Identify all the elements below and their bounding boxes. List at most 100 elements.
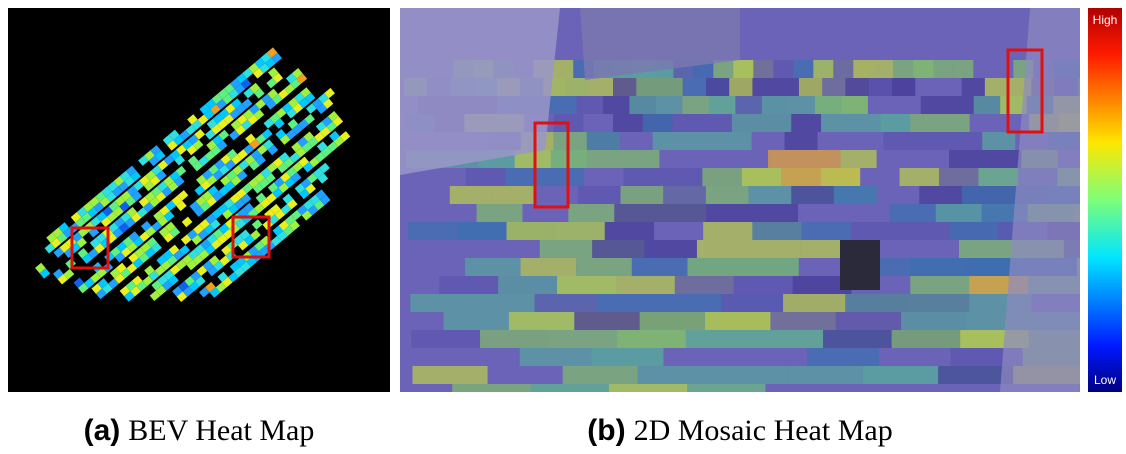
bev-cell <box>189 201 201 212</box>
bev-cell <box>286 166 297 178</box>
bev-cell <box>89 237 101 249</box>
bev-cell <box>283 157 295 168</box>
mosaic-tile <box>841 96 868 114</box>
bev-cell <box>230 119 242 130</box>
bev-cell <box>286 198 298 210</box>
bev-cell <box>206 118 218 130</box>
panel-caption: 2D Mosaic Heat Map <box>634 414 893 447</box>
bev-cell <box>245 133 256 145</box>
bev-cell <box>115 262 127 274</box>
bev-cell <box>329 130 340 142</box>
bev-cell <box>131 190 143 202</box>
bev-cell <box>275 129 286 140</box>
bev-cell <box>56 232 68 244</box>
bev-cell <box>277 230 288 242</box>
bev-cell <box>218 129 230 141</box>
bev-cell <box>229 108 241 120</box>
panel-label: (b) <box>587 414 625 447</box>
bev-cell <box>208 164 219 175</box>
bev-cell <box>207 265 218 277</box>
bev-cell <box>93 201 105 213</box>
bev-cell <box>118 222 130 234</box>
bev-cell <box>278 220 290 231</box>
bev-cell <box>71 231 83 243</box>
bev-cell <box>240 261 251 273</box>
bev-cell <box>185 124 197 136</box>
bev-cell <box>91 283 103 294</box>
bev-cell <box>303 199 314 211</box>
bev-cell <box>252 68 264 79</box>
bev-cell <box>188 134 199 145</box>
bev-cell <box>222 208 233 220</box>
bev-cell <box>197 229 209 240</box>
bev-cell <box>138 252 150 264</box>
bev-cell <box>251 219 263 230</box>
mosaic-tile <box>534 294 597 312</box>
bev-cell <box>229 261 241 272</box>
bev-cell <box>101 186 113 197</box>
bev-cell <box>102 283 113 295</box>
bev-cell <box>100 216 112 228</box>
bev-cell <box>294 183 306 194</box>
bev-cell <box>114 217 125 228</box>
bev-cell <box>163 232 175 243</box>
bev-cell <box>212 134 223 146</box>
bev-cell <box>125 196 136 207</box>
bev-cell <box>270 203 281 215</box>
mosaic-tile <box>663 186 706 204</box>
bev-cell <box>332 116 344 127</box>
bev-cell <box>116 241 128 252</box>
bev-cell <box>151 221 163 232</box>
bev-cell <box>254 240 265 252</box>
bev-cell <box>267 67 279 78</box>
bev-cell <box>196 174 207 186</box>
bev-cell <box>300 178 312 189</box>
bev-cell <box>303 131 315 143</box>
bev-cell <box>130 286 141 297</box>
bev-cell <box>168 129 180 141</box>
bin <box>840 240 880 290</box>
bev-cell <box>180 234 192 245</box>
bev-cell <box>128 252 139 263</box>
bev-cell <box>97 278 109 289</box>
bev-cell <box>266 47 278 58</box>
bev-cell <box>255 133 267 145</box>
bev-cell <box>126 206 138 218</box>
bev-cell <box>263 139 274 150</box>
mosaic-tile <box>910 114 970 132</box>
bev-cell <box>244 154 256 166</box>
bev-cell <box>122 236 134 247</box>
bev-cell <box>260 167 272 179</box>
mosaic-tile <box>768 150 841 168</box>
bev-cell <box>212 228 224 240</box>
bev-cell <box>211 124 222 135</box>
bev-cell <box>250 229 261 241</box>
bev-cell <box>206 196 217 207</box>
mosaic-tile <box>629 96 683 114</box>
mosaic-image <box>400 8 1080 392</box>
bev-cell <box>315 121 327 132</box>
bev-cell <box>126 262 138 274</box>
mosaic-tile <box>949 150 986 168</box>
bev-cell <box>236 188 247 199</box>
bev-cell <box>145 170 157 181</box>
building <box>580 8 740 80</box>
bev-cell <box>145 226 157 237</box>
bev-cell <box>178 280 189 292</box>
bev-cell <box>209 219 221 230</box>
person-box <box>533 121 570 209</box>
bev-cell <box>220 175 231 186</box>
bev-cell <box>131 212 142 223</box>
bev-cell <box>130 171 142 182</box>
bev-cell <box>205 129 216 140</box>
bev-cell <box>173 135 184 146</box>
bev-cell <box>297 204 308 216</box>
bev-cell <box>248 177 259 189</box>
bev-cell <box>167 255 178 266</box>
bev-cell <box>95 288 107 300</box>
mosaic-tile <box>840 150 877 168</box>
bev-cell <box>217 203 229 215</box>
bev-cell <box>254 57 266 69</box>
mosaic-tile <box>853 60 894 78</box>
bev-cell <box>57 273 69 285</box>
